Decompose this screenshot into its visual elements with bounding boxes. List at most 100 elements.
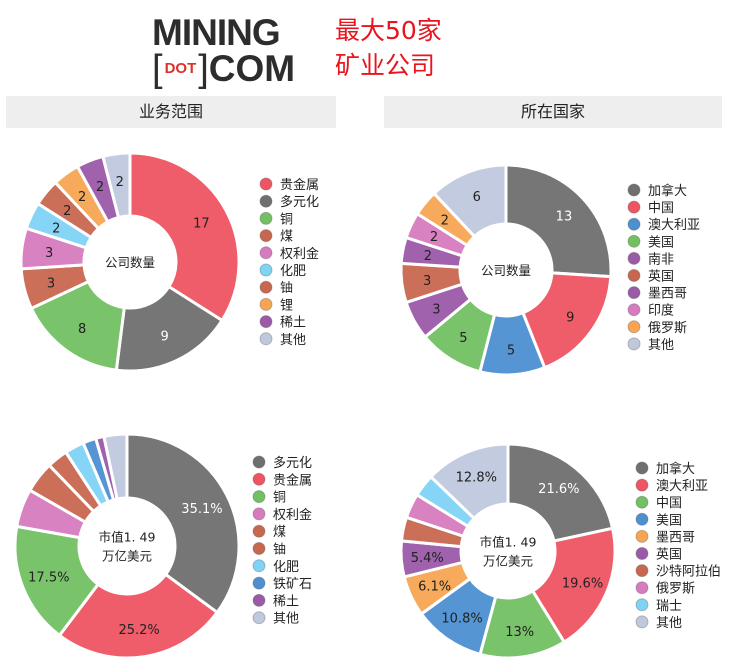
legend-label: 墨西哥 bbox=[648, 287, 687, 302]
data-label: 6 bbox=[473, 190, 481, 205]
legend-label: 美国 bbox=[656, 513, 682, 528]
data-label: 5 bbox=[507, 343, 515, 358]
legend-label: 化肥 bbox=[280, 264, 306, 279]
data-label: 17.5% bbox=[28, 571, 69, 586]
legend-label: 锂 bbox=[280, 298, 293, 313]
legend-label: 其他 bbox=[656, 616, 682, 631]
legend-label: 其他 bbox=[273, 612, 299, 627]
legend-label: 贵金属 bbox=[280, 177, 319, 193]
legend-swatch bbox=[259, 315, 273, 329]
legend-label: 煤 bbox=[273, 525, 286, 540]
data-label: 2 bbox=[52, 221, 60, 236]
legend-swatch bbox=[627, 337, 641, 351]
legend-label: 美国 bbox=[648, 235, 674, 250]
data-label: 13 bbox=[556, 210, 573, 225]
slice-多元化 bbox=[114, 284, 225, 373]
slice-加拿大 bbox=[506, 442, 615, 543]
legend-label: 贵金属 bbox=[273, 472, 312, 488]
legend-swatch bbox=[252, 524, 266, 538]
data-label: 9 bbox=[161, 330, 169, 345]
legend-swatch bbox=[252, 593, 266, 607]
headline-line1: 最大50家 bbox=[335, 16, 442, 45]
data-label: 9 bbox=[566, 311, 574, 326]
legend-label: 中国 bbox=[648, 201, 674, 216]
data-label: 3 bbox=[432, 302, 440, 317]
legend-swatch bbox=[259, 280, 273, 294]
data-label: 3 bbox=[47, 276, 55, 291]
legend-swatch bbox=[635, 564, 649, 578]
legend-swatch bbox=[252, 472, 266, 486]
data-label: 5.4% bbox=[411, 551, 444, 566]
data-label: 10.8% bbox=[441, 612, 482, 627]
legend-swatch bbox=[635, 478, 649, 492]
legend-label: 权利金 bbox=[273, 507, 312, 523]
slice-其他 bbox=[432, 163, 508, 239]
legend-label: 印度 bbox=[648, 303, 674, 319]
data-label: 2 bbox=[96, 180, 104, 195]
data-label: 35.1% bbox=[181, 502, 222, 517]
data-label: 21.6% bbox=[538, 482, 579, 497]
data-label: 13% bbox=[505, 625, 534, 640]
data-label: 19.6% bbox=[562, 577, 603, 592]
slice-多元化 bbox=[125, 432, 241, 615]
legend-swatch bbox=[635, 529, 649, 543]
legend-label: 俄罗斯 bbox=[648, 321, 687, 336]
legend-swatch bbox=[259, 263, 273, 277]
legend-swatch bbox=[252, 490, 266, 504]
data-label: 2 bbox=[78, 190, 86, 205]
legend-label: 化肥 bbox=[273, 560, 299, 575]
legend-swatch bbox=[635, 512, 649, 526]
legend-label: 墨西哥 bbox=[656, 530, 695, 545]
center-label: 公司数量 bbox=[105, 255, 155, 270]
legend-label: 澳大利亚 bbox=[656, 478, 708, 494]
headline-line2: 矿业公司 bbox=[335, 51, 436, 80]
legend-label: 澳大利亚 bbox=[648, 217, 700, 233]
slice-其他 bbox=[428, 442, 510, 521]
section-header-country: 所在国家 bbox=[384, 96, 722, 128]
legend-label: 加拿大 bbox=[656, 461, 695, 477]
legend-swatch bbox=[627, 286, 641, 300]
center-label: 公司数量 bbox=[481, 263, 531, 278]
legend-label: 沙特阿拉伯 bbox=[656, 565, 721, 580]
legend-label: 中国 bbox=[656, 496, 682, 511]
center-label: 万亿美元 bbox=[102, 549, 152, 564]
legend-swatch bbox=[635, 615, 649, 629]
legend-label: 瑞士 bbox=[656, 599, 682, 614]
legend-label: 稀土 bbox=[280, 316, 306, 331]
data-label: 2 bbox=[424, 249, 432, 264]
center-label: 市值1. 49 bbox=[480, 535, 537, 550]
legend-swatch bbox=[252, 559, 266, 573]
slice-贵金属 bbox=[57, 572, 220, 660]
logo-text-com: COM bbox=[208, 48, 296, 89]
legend-swatch bbox=[259, 332, 273, 346]
legend-swatch bbox=[259, 177, 273, 191]
legend-label: 英国 bbox=[648, 270, 674, 285]
legend-swatch bbox=[259, 297, 273, 311]
data-label: 6.1% bbox=[418, 579, 451, 594]
data-label: 2 bbox=[441, 213, 449, 228]
legend-label: 多元化 bbox=[280, 194, 319, 210]
data-label: 3 bbox=[423, 274, 431, 289]
data-label: 5 bbox=[459, 331, 467, 346]
legend-label: 多元化 bbox=[273, 455, 312, 471]
legend-label: 铜 bbox=[280, 212, 293, 227]
data-label: 12.8% bbox=[456, 470, 497, 485]
legend-swatch bbox=[252, 455, 266, 469]
legend-swatch bbox=[627, 303, 641, 317]
donut-chart-3: 35.1% 25.2% 17.5% 市值1. 49 万亿美元 多元化贵金属铜权利金煤铀化肥… bbox=[13, 432, 312, 660]
logo-bracket: ] bbox=[198, 48, 209, 90]
data-label: 17 bbox=[193, 217, 210, 232]
legend-swatch bbox=[627, 217, 641, 231]
logo-bracket: [ bbox=[152, 48, 163, 90]
legend-label: 稀土 bbox=[273, 594, 299, 609]
legend-swatch bbox=[635, 495, 649, 509]
section-header-business: 业务范围 bbox=[6, 96, 336, 128]
legend-swatch bbox=[627, 269, 641, 282]
legend-swatch bbox=[627, 234, 641, 248]
legend-label: 英国 bbox=[656, 548, 682, 563]
